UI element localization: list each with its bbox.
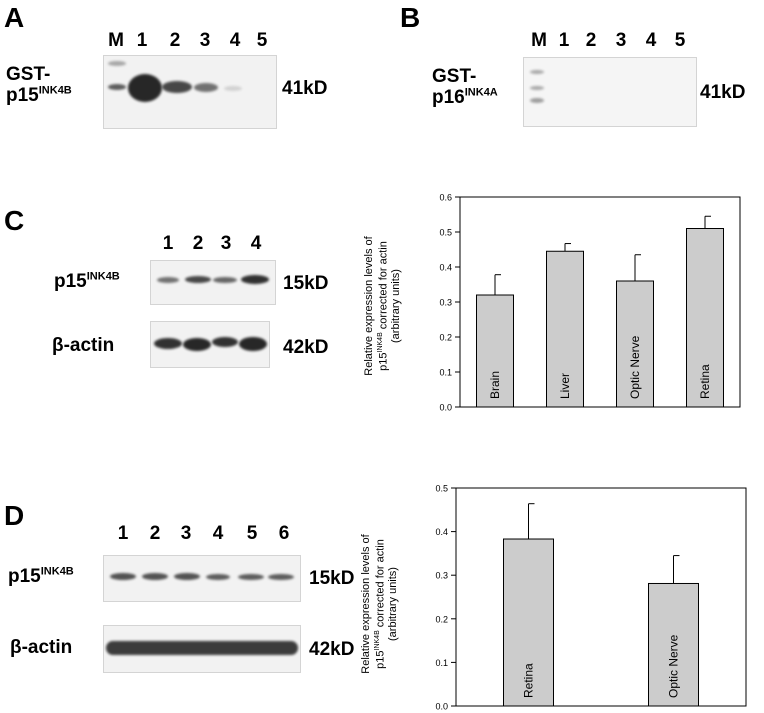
- lane-label: 1: [558, 30, 570, 51]
- lane-label: 1: [136, 30, 148, 51]
- actin-label-c: β-actin: [52, 335, 115, 356]
- bar-category-label: Brain: [488, 371, 502, 399]
- y-tick-label: 0.4: [435, 527, 448, 537]
- lane-label: 2: [192, 233, 204, 254]
- lane-label: 6: [278, 523, 290, 544]
- y-tick-label: 0.2: [435, 614, 448, 624]
- lane-label: 2: [585, 30, 597, 51]
- y-tick-label: 0.4: [439, 263, 452, 273]
- panel-letter-b: B: [400, 2, 421, 33]
- bar: [648, 582, 699, 707]
- actin-label-d: β-actin: [10, 637, 73, 658]
- plot-frame: [455, 487, 747, 707]
- bar-category-label: Retina: [698, 364, 712, 399]
- lane-label: 3: [199, 30, 211, 51]
- western-blot-d-actin: [103, 625, 301, 673]
- bar: [503, 538, 554, 707]
- size-label-c-actin: 42kD: [283, 337, 329, 358]
- lane-label-m: M: [108, 30, 124, 51]
- protein-label-b: GST- p16INK4A: [432, 66, 498, 108]
- lane-label: 5: [256, 30, 268, 51]
- lane-label: 4: [212, 523, 224, 544]
- western-blot-b: [523, 57, 697, 127]
- bar-category-label: Liver: [558, 373, 572, 399]
- lane-label: 4: [250, 233, 262, 254]
- y-tick-label: 0.2: [439, 333, 452, 343]
- lane-label: 2: [169, 30, 181, 51]
- lane-label: 3: [180, 523, 192, 544]
- bar-chart-c: 0.0 0.1 0.2 0.3 0.4 0.5 0.6 Brain Liver Optic Ner…: [439, 193, 741, 413]
- y-tick-label: 0.5: [435, 484, 448, 494]
- panel-letter-d: D: [4, 500, 25, 531]
- panel-letter-a: A: [4, 2, 25, 33]
- bar: [686, 228, 724, 408]
- lane-label: 1: [117, 523, 129, 544]
- y-tick-label: 0.1: [435, 658, 448, 668]
- protein-label-a: GST- p15INK4B: [6, 64, 72, 106]
- protein-label-c: p15INK4B: [54, 270, 120, 292]
- bar-category-label: Retina: [522, 663, 536, 698]
- size-label-c-p15: 15kD: [283, 273, 329, 294]
- lane-label: 5: [674, 30, 686, 51]
- y-tick-label: 0.6: [439, 193, 452, 203]
- size-label-d-actin: 42kD: [309, 639, 355, 660]
- bar-category-label: Optic Nerve: [667, 634, 681, 698]
- panel-letter-c: C: [4, 205, 25, 236]
- y-tick-label: 0.3: [435, 571, 448, 581]
- y-tick-label: 0.0: [439, 403, 452, 413]
- lane-label-m: M: [531, 30, 547, 51]
- y-tick-label: 0.3: [439, 298, 452, 308]
- western-blot-c-actin: [150, 321, 270, 368]
- lane-label: 3: [220, 233, 232, 254]
- y-tick-label: 0.5: [439, 228, 452, 238]
- western-blot-a: [103, 55, 277, 129]
- protein-label-d: p15INK4B: [8, 565, 74, 587]
- western-blot-c-p15: [150, 260, 276, 305]
- bar: [476, 294, 514, 408]
- lane-label: 3: [615, 30, 627, 51]
- lane-label: 2: [149, 523, 161, 544]
- size-label-b: 41kD: [700, 82, 746, 103]
- y-tick-label: 0.1: [439, 368, 452, 378]
- lane-label: 5: [246, 523, 258, 544]
- western-blot-d-p15: [103, 555, 301, 602]
- bar: [546, 250, 584, 408]
- size-label-a: 41kD: [282, 78, 328, 99]
- lane-label: 4: [645, 30, 657, 51]
- bar-chart-d: 0.0 0.1 0.2 0.3 0.4 0.5 Retina Optic Nerve: [435, 484, 747, 712]
- y-axis-label: Relative expression levels of p15INK4B c…: [360, 534, 399, 674]
- lane-label: 4: [229, 30, 241, 51]
- size-label-d-p15: 15kD: [309, 568, 355, 589]
- bar-category-label: Optic Nerve: [628, 335, 642, 399]
- lane-label: 1: [162, 233, 174, 254]
- bar: [616, 280, 654, 408]
- y-tick-label: 0.0: [435, 702, 448, 712]
